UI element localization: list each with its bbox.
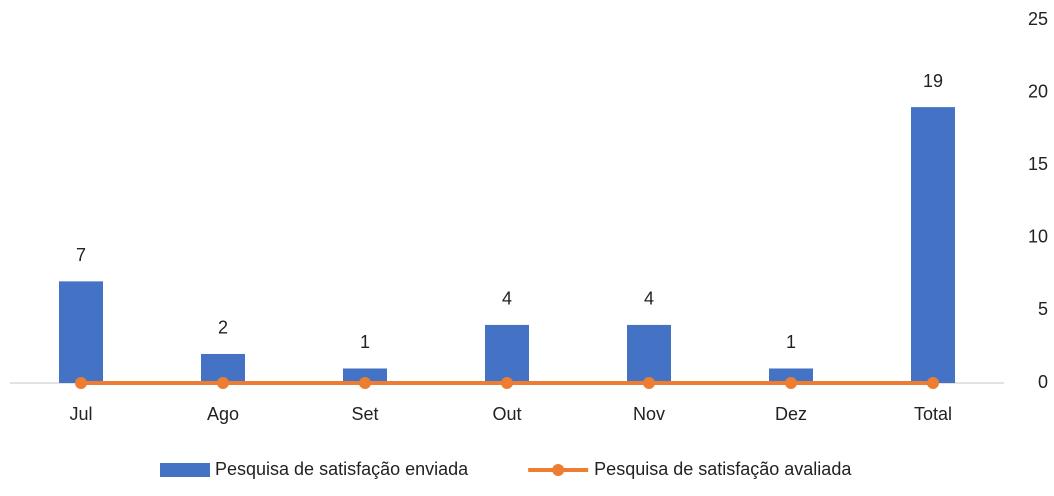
marker <box>501 377 513 389</box>
data-label: 4 <box>644 289 654 309</box>
marker <box>75 377 87 389</box>
marker <box>217 377 229 389</box>
y-tick-label: 0 <box>1038 372 1048 392</box>
data-label: 19 <box>923 71 943 91</box>
bar <box>911 107 955 384</box>
y-tick-label: 5 <box>1038 299 1048 319</box>
bar <box>485 324 529 383</box>
x-tick-label: Set <box>351 404 378 424</box>
y-tick-label: 15 <box>1028 154 1048 174</box>
bar <box>627 324 671 383</box>
x-tick-label: Nov <box>633 404 665 424</box>
x-tick-label: Jul <box>69 404 92 424</box>
marker <box>927 377 939 389</box>
marker <box>785 377 797 389</box>
legend-marker <box>552 464 565 476</box>
legend-swatch <box>160 463 210 477</box>
bar <box>343 368 387 383</box>
x-tick-label: Out <box>492 404 521 424</box>
data-label: 2 <box>218 318 228 338</box>
data-label: 1 <box>360 332 370 352</box>
data-label: 7 <box>76 245 86 265</box>
marker <box>359 377 371 389</box>
y-tick-label: 25 <box>1028 9 1048 29</box>
data-label: 4 <box>502 289 512 309</box>
x-tick-label: Ago <box>207 404 239 424</box>
bar <box>769 368 813 383</box>
x-tick-label: Total <box>914 404 952 424</box>
bar <box>59 281 103 383</box>
y-tick-label: 20 <box>1028 81 1048 101</box>
legend-label: Pesquisa de satisfação avaliada <box>594 459 852 479</box>
x-tick-label: Dez <box>775 404 807 424</box>
legend-label: Pesquisa de satisfação enviada <box>215 459 469 479</box>
data-label: 1 <box>786 332 796 352</box>
y-tick-label: 10 <box>1028 227 1048 247</box>
marker <box>643 377 655 389</box>
